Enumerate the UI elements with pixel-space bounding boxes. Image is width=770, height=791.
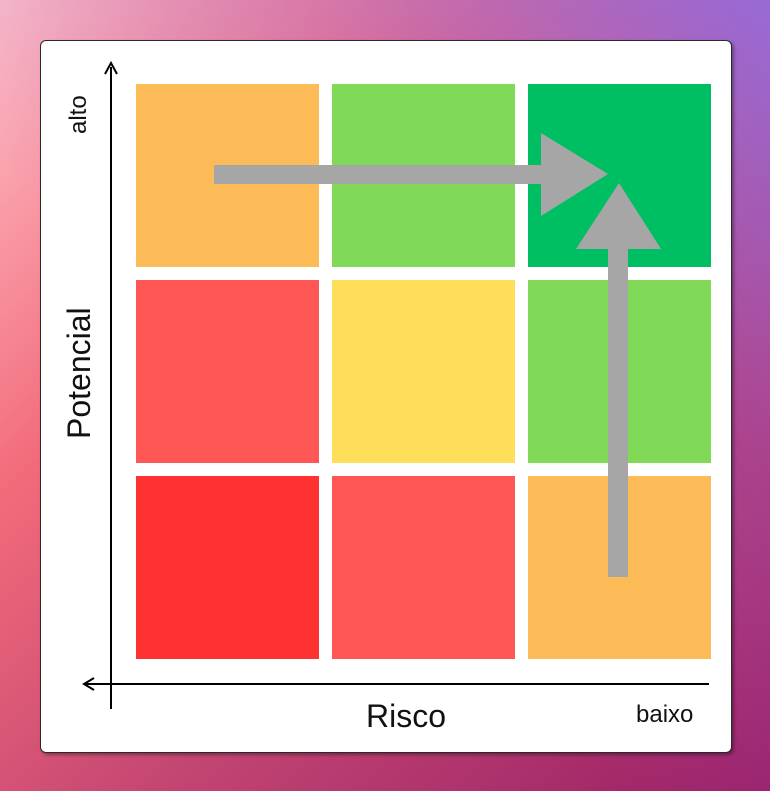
x-axis-title: Risco — [366, 698, 447, 734]
cell-middle-center — [332, 280, 515, 463]
cell-middle-left — [136, 280, 319, 463]
arrow-up — [576, 183, 661, 577]
y-axis — [104, 60, 118, 709]
axes-and-arrows — [82, 60, 709, 709]
risk-potential-matrix-card: alto Potencial Risco baixo — [40, 40, 732, 753]
arrow-right — [214, 133, 608, 216]
y-axis-high-label: alto — [65, 95, 92, 134]
x-axis-low-label: baixo — [636, 701, 694, 728]
y-axis-title: Potencial — [61, 307, 97, 439]
cell-bottom-left — [136, 476, 319, 659]
cell-bottom-center — [332, 476, 515, 659]
x-axis — [82, 677, 709, 691]
